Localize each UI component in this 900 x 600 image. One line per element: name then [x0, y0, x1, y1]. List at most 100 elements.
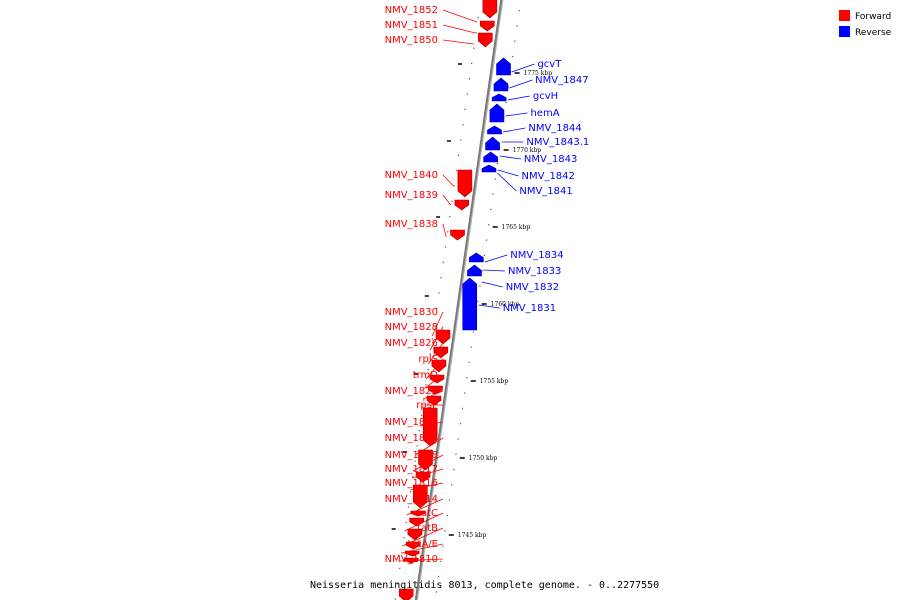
forward-label-leader — [442, 24, 476, 34]
legend: Forward Reverse — [839, 10, 892, 38]
reverse-label-leader — [511, 63, 535, 73]
tick-dot — [468, 361, 470, 364]
reverse-label-leader — [509, 79, 533, 89]
reverse-gene-label: NMV_1834 — [510, 250, 563, 261]
genome-caption: Neisseria meningitidis 8013, complete ge… — [310, 580, 659, 591]
tick-dot — [455, 170, 457, 172]
forward-gene-label: NMV_1838 — [385, 219, 438, 230]
reverse-gene-label: NMV_1844 — [528, 123, 581, 134]
scale-label: 1760 kbp — [491, 301, 520, 308]
reverse-label-leader — [507, 95, 530, 101]
minor-ticks — [391, 10, 520, 600]
forward-gene-arrow — [431, 359, 447, 373]
forward-label-leader — [406, 498, 444, 516]
reverse-label-leader — [483, 269, 506, 272]
reverse-label-leader — [478, 304, 500, 309]
forward-gene-label: NMV_1816 — [385, 478, 438, 489]
tick-dot — [507, 86, 509, 88]
tick-dot — [438, 292, 440, 294]
reverse-label-leader — [497, 172, 517, 192]
tick-dot — [418, 430, 420, 432]
tick-dot — [453, 185, 455, 187]
tick-dot — [449, 215, 451, 218]
scale-label: 1765 kbp — [502, 224, 531, 231]
reverse-gene-arrow — [481, 164, 497, 173]
forward-gene-label: NMV_1818 — [385, 450, 438, 461]
tick-dot — [396, 583, 399, 585]
forward-gene-label: tatB — [417, 523, 438, 534]
forward-label-leader — [423, 390, 444, 400]
forward-gene-label: NMV_1840 — [385, 170, 438, 181]
forward-label-leader — [410, 482, 444, 491]
forward-label-leader — [412, 454, 444, 472]
reverse-gene-label: NMV_1832 — [506, 282, 559, 293]
forward-label-leader — [401, 543, 444, 554]
legend-forward-label: Forward — [855, 12, 891, 22]
tick-dot — [490, 208, 492, 211]
legend-reverse-label: Reverse — [855, 28, 892, 38]
reverse-label-leader — [503, 127, 526, 133]
reverse-gene-arrow — [493, 77, 509, 92]
forward-label-leader — [404, 512, 444, 532]
forward-label-leader — [442, 194, 452, 206]
forward-gene-arrow — [407, 528, 423, 541]
forward-gene-label: NMV_1850 — [385, 35, 438, 46]
forward-gene-label: trmD — [413, 370, 439, 381]
tick-dot — [455, 453, 457, 455]
gene-labels: NMV_1852 NMV_1851 NMV_1850 NMV_1840 NMV_1839… — [385, 5, 590, 565]
reverse-gene-label: hemA — [530, 108, 559, 119]
label-leaders — [400, 9, 535, 562]
tick-dot — [466, 93, 468, 95]
forward-gene-label: NMV_1839 — [385, 190, 438, 201]
tick-dot — [440, 277, 442, 279]
reverse-gene-label: NMV_1843.1 — [526, 137, 589, 148]
tick-dot — [405, 521, 407, 524]
forward-gene-arrow — [404, 550, 420, 557]
tick-dot — [457, 438, 459, 440]
forward-gene-arrow — [422, 407, 438, 447]
forward-gene-label: NMV_1822 — [385, 386, 438, 397]
forward-gene-arrow — [435, 329, 451, 345]
tick-dot — [429, 353, 431, 355]
tick-dot — [516, 25, 518, 27]
forward-gene-arrow — [398, 588, 414, 600]
tick-dot — [427, 368, 429, 371]
tick-dot — [437, 576, 440, 578]
reverse-label-leader — [505, 112, 528, 117]
forward-label-leader — [402, 527, 444, 547]
tick-dot — [512, 55, 514, 58]
reverse-gene-label: NMV_1841 — [519, 186, 572, 197]
forward-label-leader — [425, 358, 444, 380]
forward-gene-label: rpsP — [416, 400, 438, 411]
reverse-gene-arrow — [496, 57, 511, 76]
scale-label: 1770 kbp — [513, 147, 542, 154]
reverse-gene-arrow — [467, 264, 482, 277]
forward-gene-arrow — [433, 346, 449, 359]
tick-dot — [407, 506, 410, 508]
tick-dot — [514, 40, 516, 42]
forward-gene-arrow — [482, 0, 498, 19]
tick-dot — [431, 338, 434, 340]
genome-axis — [414, 0, 504, 600]
forward-label-leader — [431, 311, 444, 337]
forward-gene-label: NMV_1852 — [385, 5, 438, 16]
tick-dot — [442, 545, 444, 547]
scale-label: 1775 kbp — [524, 70, 553, 77]
forward-gene-arrow — [450, 229, 465, 241]
tick-dot — [488, 224, 490, 226]
genome-axis-highlight — [416, 0, 504, 600]
forward-gene-label: NMV_1830 — [385, 307, 438, 318]
forward-label-leader — [424, 374, 444, 389]
tick-dot — [505, 101, 507, 103]
forward-gene-arrow — [412, 484, 428, 509]
reverse-gene-arrow — [487, 125, 502, 135]
reverse-gene-arrow — [485, 136, 500, 151]
tick-dot — [448, 499, 451, 501]
reverse-gene-arrow — [469, 252, 484, 263]
reverse-label-leader — [481, 281, 503, 288]
legend-forward-swatch — [839, 10, 850, 21]
forward-label-leader — [419, 421, 444, 427]
tick-dot — [479, 285, 481, 287]
reverse-gene-arrow — [483, 151, 498, 163]
tick-dot — [459, 423, 461, 425]
